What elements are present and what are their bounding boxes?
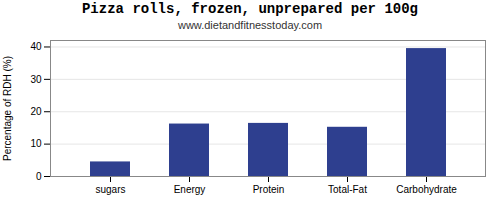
svg-text:10: 10 [30, 138, 42, 149]
svg-text:Protein: Protein [253, 184, 285, 195]
svg-text:20: 20 [30, 106, 42, 117]
svg-text:Energy: Energy [174, 184, 206, 195]
svg-text:Carbohydrate: Carbohydrate [396, 184, 457, 195]
svg-text:30: 30 [30, 74, 42, 85]
svg-text:0: 0 [36, 171, 42, 182]
svg-text:40: 40 [30, 41, 42, 52]
svg-text:Percentage of RDH (%): Percentage of RDH (%) [2, 56, 13, 161]
html-text:Pizza rolls, frozen, unprepare: Pizza rolls, frozen, unprepared per 100g [82, 1, 418, 17]
svg-text:Total-Fat: Total-Fat [328, 184, 367, 195]
svg-text:sugars: sugars [95, 184, 125, 195]
html-text:www.dietandfitnesstoday.com: www.dietandfitnesstoday.com [178, 19, 322, 31]
